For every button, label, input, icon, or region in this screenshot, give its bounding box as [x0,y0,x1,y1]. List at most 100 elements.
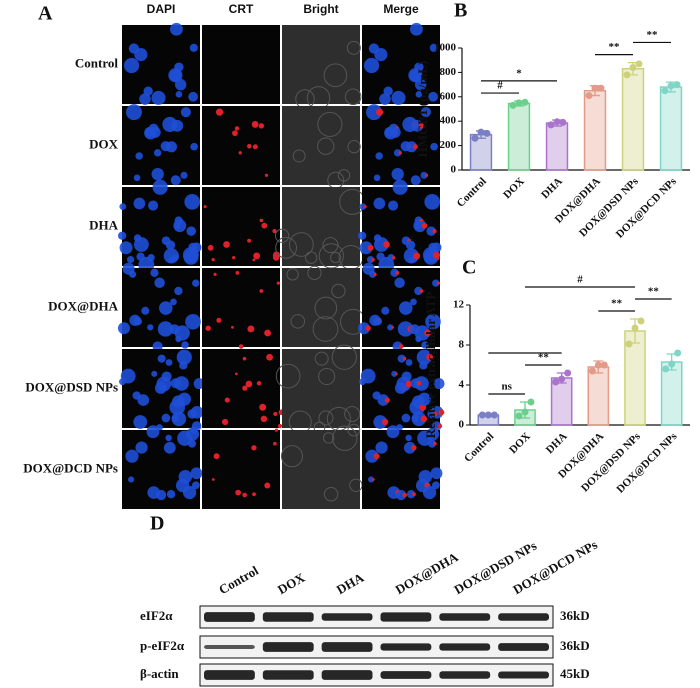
column-header: Merge [383,2,419,16]
band [380,612,432,622]
nucleus [365,104,382,121]
data-point [471,134,479,142]
nucleus [366,255,375,264]
nucleus [375,441,388,454]
nucleus [151,370,158,377]
band [439,613,491,621]
nucleus [133,317,142,326]
nucleus [427,409,437,419]
nucleus [171,414,179,422]
data-point [635,60,643,68]
data-point [591,84,599,92]
crt-signal [264,329,271,337]
crt-signal [367,244,374,251]
nucleus [117,231,127,240]
crt-signal [371,478,375,481]
crt-signal [234,126,240,131]
nucleus [391,370,398,377]
nucleus [171,119,184,132]
crt-signal [252,258,256,262]
crt-signal [375,108,384,116]
nucleus [192,481,200,490]
nucleus [405,141,418,153]
nucleus [132,391,141,400]
crt-signal [242,356,247,361]
crt-signal [258,123,265,129]
nucleus [189,43,198,52]
cell-outline [280,445,304,468]
band [321,613,373,621]
nucleus [368,43,380,54]
nucleus [135,152,143,160]
nucleus [177,430,193,446]
nucleus [395,489,407,501]
data-point [490,411,498,419]
nucleus [153,149,162,157]
crt-signal [252,492,256,497]
nucleus [154,277,165,289]
crt-signal [272,229,277,234]
x-tick-label: DHA [544,430,570,456]
cell-outline [332,425,358,451]
nucleus [188,91,198,102]
data-point [521,98,529,106]
data-point [668,360,676,368]
data-point [629,64,637,72]
data-point [484,411,492,419]
size-label: 36kD [560,608,590,623]
nucleus [360,368,376,384]
significance-label: ** [538,352,550,364]
significance-label: # [497,80,503,92]
band [498,671,549,679]
x-tick-label: Control [462,430,496,464]
micrograph [282,430,360,509]
crt-signal [438,409,445,416]
nucleus [399,301,413,315]
band [439,671,491,679]
band [262,670,314,680]
row-label: Control [75,55,118,70]
nucleus [391,90,406,105]
nucleus [420,107,431,118]
nucleus [430,142,438,151]
data-point [625,340,633,348]
nucleus [117,322,130,335]
data-point [631,324,639,332]
significance-label: * [516,67,522,79]
nucleus [181,341,189,349]
blot-frame [199,605,554,629]
x-tick-label: DOX [501,175,527,201]
nucleus [405,434,412,442]
nucleus [410,22,423,36]
nucleus [182,485,197,500]
nucleus [141,306,150,315]
nucleus [373,174,381,182]
nucleus [128,43,140,54]
nucleus [133,415,148,429]
data-point [559,118,567,126]
y-tick-label: 1000 [434,42,457,54]
nucleus [368,476,375,483]
data-point [623,71,631,79]
micrograph [282,268,360,347]
nucleus [425,313,441,330]
nucleus [391,168,404,181]
band [262,642,314,652]
nucleus [359,203,367,210]
crt-signal [264,482,271,489]
cell-outline [322,432,335,444]
nucleus [375,152,383,160]
cell-outline [323,486,339,502]
nucleus [165,434,172,442]
cell-outline [318,367,336,386]
band [204,670,255,680]
crt-signal [251,445,257,451]
data-point [585,92,593,100]
nucleus [170,378,181,389]
nucleus [161,413,171,423]
crt-signal [205,325,211,331]
nucleus [424,194,441,210]
y-tick-label: 600 [440,90,457,102]
size-label: 36kD [560,638,590,653]
nucleus [387,324,394,331]
